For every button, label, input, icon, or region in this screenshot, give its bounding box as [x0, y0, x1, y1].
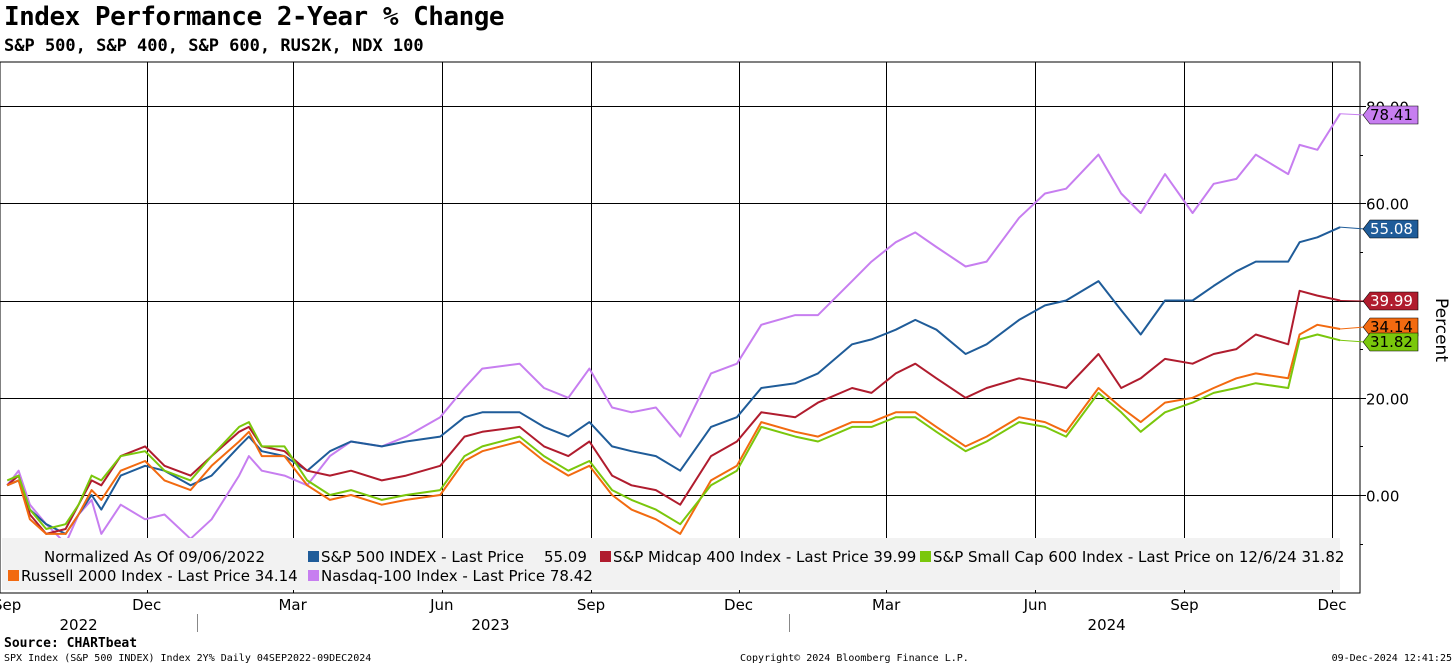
series-line-rus — [6, 323, 1341, 535]
legend-label-small: S&P Small Cap 600 Index - Last Price on … — [933, 548, 1344, 566]
y-axis-label: Percent — [1431, 298, 1451, 362]
footer-left: SPX Index (S&P 500 INDEX) Index 2Y% Dail… — [4, 653, 372, 664]
x-year-label: 2022 — [59, 616, 97, 634]
x-month-label: Jun — [1023, 596, 1047, 614]
legend-label-ndx: Nasdaq-100 Index - Last Price 78.42 — [321, 567, 593, 585]
source-note: Source: CHARTbeat — [4, 636, 138, 651]
series-line-mid — [6, 289, 1341, 535]
legend-label-rus: Russell 2000 Index - Last Price 34.14 — [21, 567, 298, 585]
last-value-tag-mid — [1362, 291, 1419, 311]
series-line-ndx — [6, 113, 1341, 545]
x-month-label: Sep — [577, 596, 605, 614]
legend-swatch-rus — [8, 570, 19, 581]
last-value-text-ndx: 78.41 — [1370, 106, 1413, 124]
tag-leader-rus — [1339, 326, 1366, 330]
legend-swatch-small — [920, 551, 931, 562]
chart-subtitle: S&P 500, S&P 400, S&P 600, RUS2K, NDX 10… — [4, 36, 424, 56]
legend-swatch-mid — [600, 551, 611, 562]
legend-label-spx: S&P 500 INDEX - Last Price — [321, 548, 524, 566]
tag-leader-ndx — [1339, 113, 1366, 116]
last-value-text-small: 31.82 — [1370, 333, 1413, 351]
last-value-text-rus: 34.14 — [1370, 318, 1413, 336]
x-month-label: Dec — [132, 596, 161, 614]
legend-swatch-ndx — [308, 570, 319, 581]
footer-copyright: Copyright© 2024 Bloomberg Finance L.P. — [740, 653, 969, 664]
x-month-label: Mar — [872, 596, 901, 614]
series-line-small — [6, 333, 1341, 530]
footer-timestamp: 09-Dec-2024 12:41:25 — [1331, 653, 1452, 664]
last-value-tag-small — [1362, 332, 1419, 352]
tag-leader-small — [1339, 339, 1366, 343]
x-month-label: Dec — [724, 596, 753, 614]
last-value-tag-spx — [1362, 219, 1419, 239]
tag-leader-spx — [1339, 226, 1366, 230]
last-value-tag-ndx — [1362, 105, 1419, 125]
last-value-text-mid: 39.99 — [1370, 292, 1413, 310]
last-value-text-spx: 55.08 — [1370, 220, 1413, 238]
x-year-label: 2023 — [471, 616, 509, 634]
series-line-spx — [6, 226, 1341, 535]
plot-area — [0, 61, 1361, 594]
y-tick-label: 60.00 — [1366, 196, 1409, 214]
legend-box — [2, 538, 1340, 590]
x-month-label: Jun — [429, 596, 453, 614]
legend-swatch-spx — [308, 551, 319, 562]
legend-normalized-note: Normalized As Of 09/06/2022 — [44, 548, 265, 566]
x-month-label: Sep — [1170, 596, 1198, 614]
x-month-label: Sep — [0, 596, 21, 614]
legend-label-mid: S&P Midcap 400 Index - Last Price 39.99 — [613, 548, 916, 566]
x-month-label: Dec — [1318, 596, 1347, 614]
y-tick-label: 0.00 — [1366, 488, 1399, 506]
x-year-label: 2024 — [1088, 616, 1126, 634]
x-month-label: Mar — [278, 596, 307, 614]
chart-title: Index Performance 2-Year % Change — [4, 2, 505, 32]
y-tick-label: 20.00 — [1366, 391, 1409, 409]
legend-value-spx: 55.09 — [544, 548, 587, 566]
